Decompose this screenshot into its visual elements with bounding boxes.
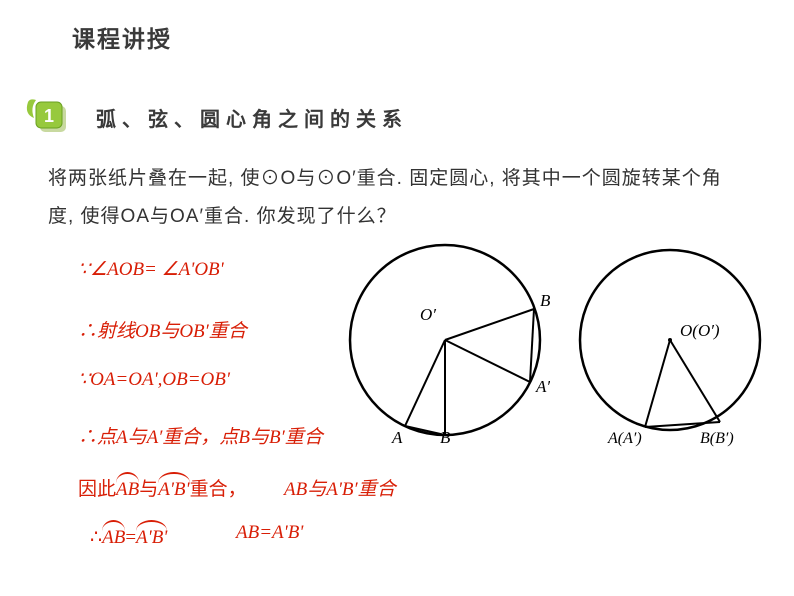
math-line-1: ∵∠AOB= ∠A'OB' (78, 258, 224, 281)
math-line-5b: AB与A'B′重合 (284, 474, 396, 501)
arc-apbp: A'B' (158, 479, 189, 501)
circle-diagram-2: O(O′) A(A′) B(B′) (570, 241, 780, 451)
math-line-6b: AB=A'B' (236, 522, 303, 544)
lesson-title: 课程讲授 (72, 20, 172, 54)
math-line-6: ∴AB=A'B' (90, 526, 167, 549)
problem-text: 将两张纸片叠在一起, 使⊙O与⊙O′重合. 固定圆心, 将其中一个圆旋转某个角度… (48, 160, 748, 236)
math-line-4: ∴点A与A′重合，点B与B′重合 (78, 422, 323, 449)
section-subtitle: 弧、弦、圆心角之间的关系 (96, 103, 408, 132)
therefore-symbol: ∴ (90, 527, 102, 548)
label-a-prime: A′ (535, 377, 550, 396)
arc-ab-2: AB (102, 527, 125, 549)
circle-diagram-1: O′ B′ A′ A B (340, 236, 550, 446)
text-prefix: 因此 (78, 479, 116, 500)
text-suffix: 重合， (190, 479, 247, 500)
label-a: A (391, 428, 403, 446)
math-line-5: 因此AB与A'B'重合， (78, 474, 247, 501)
section-bullet: 1 (22, 96, 62, 136)
math-line-3: ∵OA=OA',OB=OB' (78, 368, 230, 391)
math-line-2: ∴射线OB与OB′重合 (78, 316, 247, 343)
leaf-icon (27, 99, 36, 118)
bullet-number: 1 (44, 106, 54, 126)
label-b: B (440, 428, 451, 446)
equals-symbol: = (125, 527, 136, 548)
text-mid: 与 (139, 479, 158, 500)
label-o-combined: O(O′) (680, 321, 720, 340)
arc-ab: AB (116, 479, 139, 501)
label-o-prime: O′ (420, 305, 436, 324)
arc-apbp-2: A'B' (136, 527, 167, 549)
label-b-combined: B(B′) (700, 430, 734, 447)
label-a-combined: A(A′) (607, 430, 642, 447)
label-b-prime: B′ (540, 291, 550, 310)
